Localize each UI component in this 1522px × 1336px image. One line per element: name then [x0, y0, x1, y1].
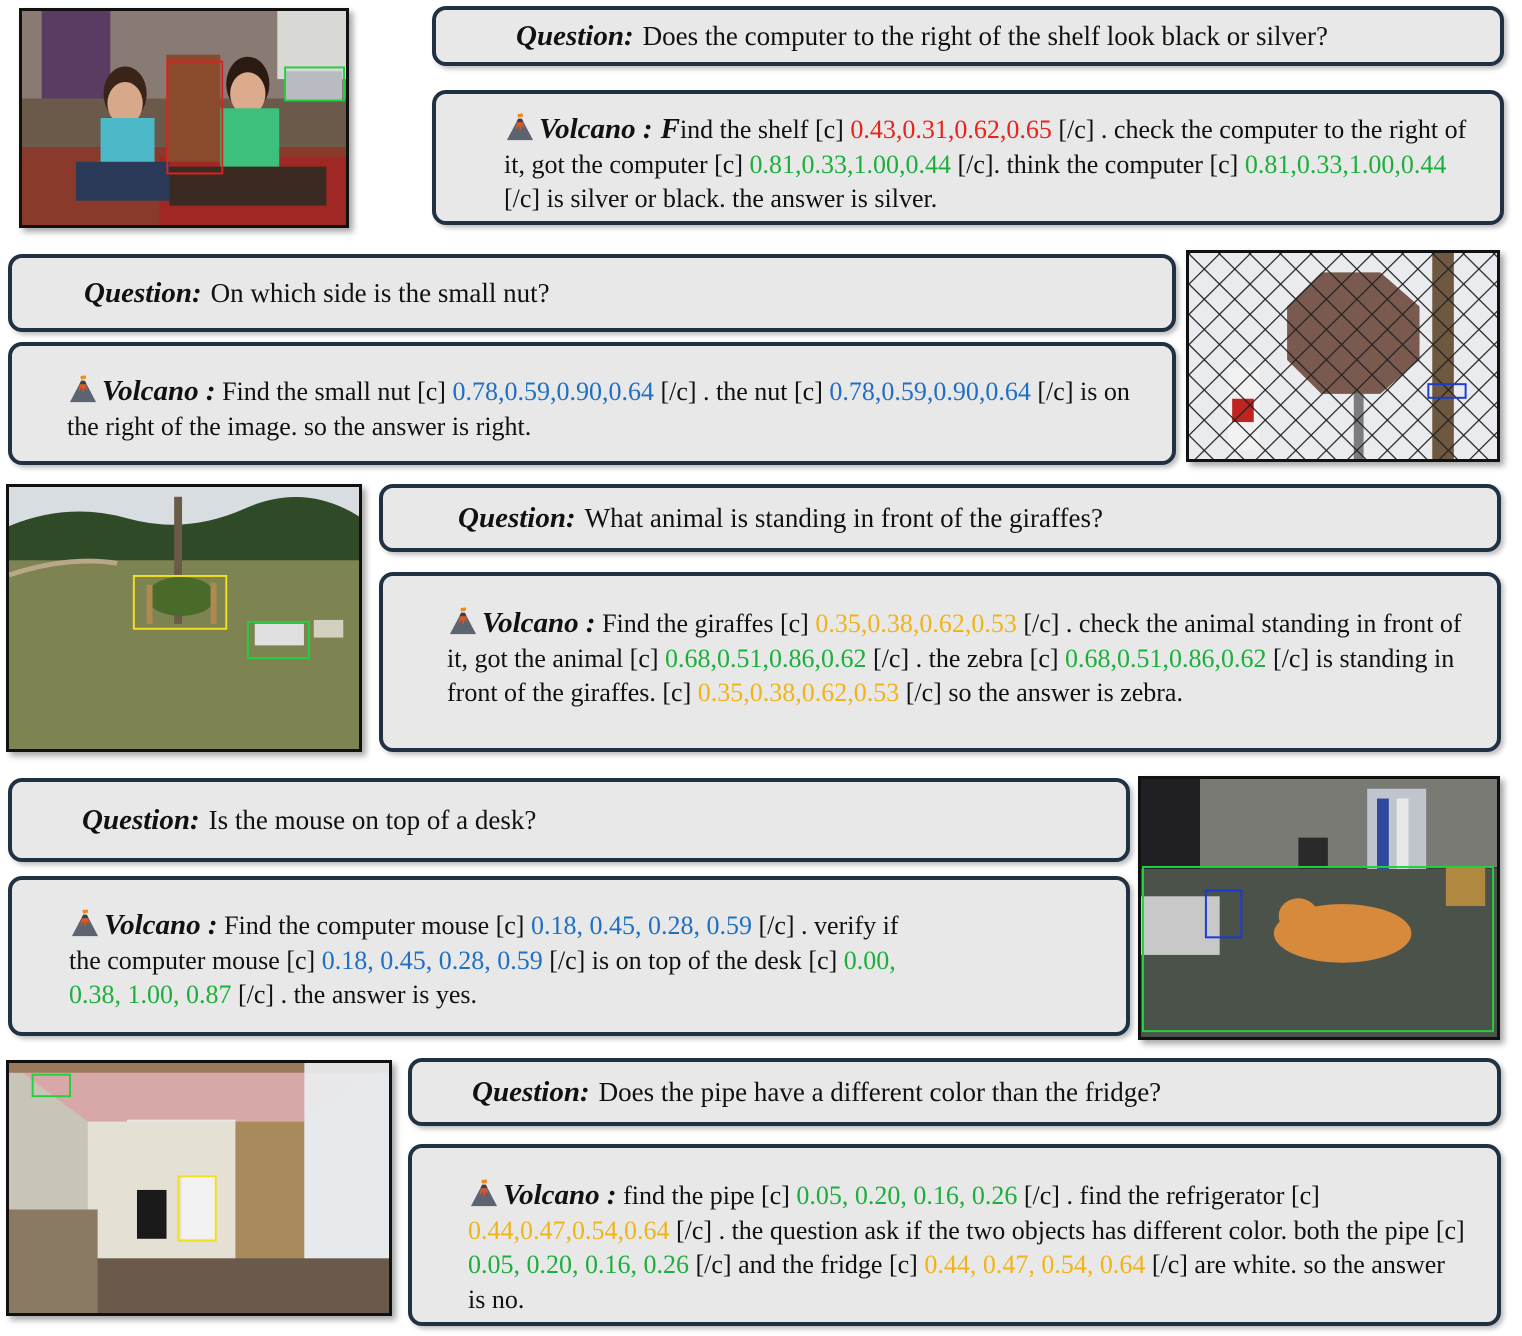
- question-text: On which side is the small nut?: [210, 277, 550, 308]
- bbox-coordinates: 0.44,0.47,0.54,0.64: [468, 1215, 670, 1245]
- example-4-question: Question: Is the mouse on top of a desk?: [8, 778, 1130, 862]
- question-label: Question:: [516, 19, 634, 52]
- answer-text: ind the shelf [c] 0.43,0.31,0.62,0.65 [/…: [504, 115, 1466, 213]
- bbox-coordinates: 0.18, 0.45, 0.28, 0.59: [321, 945, 543, 975]
- answer-segment: [/c] . the answer is yes.: [231, 980, 477, 1009]
- volcano-label: Volcano :: [539, 113, 653, 145]
- question-text: Does the computer to the right of the sh…: [642, 20, 1328, 51]
- bbox-coordinates: 0.35,0.38,0.62,0.53: [815, 609, 1017, 638]
- example-3-image: [6, 484, 362, 752]
- answer-segment: [/c] is on top of the desk [c]: [542, 945, 844, 975]
- question-text: Is the mouse on top of a desk?: [208, 804, 537, 835]
- example-1-answer: Volcano : Find the shelf [c] 0.43,0.31,0.…: [432, 90, 1504, 225]
- volcano-icon: [468, 1179, 500, 1207]
- bbox-coordinates: 0.68,0.51,0.86,0.62: [665, 643, 867, 673]
- bbox-coordinates: 0.05, 0.20, 0.16, 0.26: [796, 1181, 1018, 1210]
- bbox-coordinates: 0.68,0.51,0.86,0.62: [1065, 643, 1267, 673]
- question-text: Does the pipe have a different color tha…: [598, 1076, 1162, 1107]
- answer-segment: [/c] and the fridge [c]: [689, 1250, 925, 1279]
- bbox-coordinates: 0.18, 0.45, 0.28, 0.59: [530, 911, 752, 940]
- example-1-image: [19, 8, 349, 228]
- answer-segment: [/c] . check the animal standing in fron…: [447, 609, 1462, 673]
- volcano-icon: [504, 113, 536, 141]
- answer-segment: find the pipe [c]: [616, 1181, 797, 1210]
- example-4-answer: Volcano : Find the computer mouse [c] 0.…: [8, 876, 1130, 1036]
- question-label: Question:: [82, 803, 200, 836]
- example-2-answer: Volcano : Find the small nut [c] 0.78,0.…: [8, 342, 1176, 465]
- bbox-coordinates: 0.78,0.59,0.90,0.64: [452, 377, 654, 406]
- question-label: Question:: [458, 501, 576, 534]
- answer-first-letter: F: [660, 113, 680, 145]
- volcano-label: Volcano :: [482, 607, 596, 639]
- answer-segment: ind the shelf [c]: [679, 115, 851, 144]
- example-5-question: Question: Does the pipe have a different…: [408, 1058, 1501, 1126]
- example-3-answer: Volcano : Find the giraffes [c] 0.35,0.3…: [379, 572, 1501, 752]
- question-label: Question:: [472, 1075, 590, 1108]
- example-2-question: Question: On which side is the small nut…: [8, 254, 1176, 332]
- answer-segment: [/c]. think the computer [c]: [950, 149, 1245, 179]
- answer-segment: [/c] is silver or black. the answer is s…: [504, 184, 938, 213]
- answer-text: Find the giraffes [c] 0.35,0.38,0.62,0.5…: [447, 609, 1462, 707]
- bbox-coordinates: 0.44, 0.47, 0.54, 0.64: [924, 1250, 1146, 1279]
- bbox-coordinates: 0.78,0.59,0.90,0.64: [829, 377, 1031, 406]
- answer-segment: [/c] is standing in front of the giraffe…: [447, 643, 1455, 708]
- answer-segment: [/c] so the answer is zebra.: [899, 678, 1183, 707]
- answer-segment: [/c] . check the computer to the right o…: [504, 115, 1467, 179]
- bbox-coordinates: 0.81,0.33,1.00,0.44: [749, 149, 951, 179]
- example-5-answer: Volcano : find the pipe [c] 0.05, 0.20, …: [408, 1144, 1501, 1326]
- bbox-coordinates: 0.35,0.38,0.62,0.53: [697, 678, 900, 707]
- answer-text: Find the computer mouse [c] 0.18, 0.45, …: [69, 911, 899, 1009]
- answer-segment: Find the giraffes [c]: [595, 609, 816, 638]
- volcano-label: Volcano :: [104, 909, 218, 941]
- answer-segment: [/c] is on the right of the image. so th…: [67, 377, 1130, 441]
- volcano-icon: [447, 607, 479, 635]
- volcano-icon: [67, 375, 99, 403]
- answer-segment: Find the small nut [c]: [215, 377, 453, 406]
- answer-text: find the pipe [c] 0.05, 0.20, 0.16, 0.26…: [468, 1181, 1465, 1314]
- answer-segment: [/c] . the question ask if the two objec…: [669, 1215, 1465, 1245]
- bbox-coordinates: 0.43,0.31,0.62,0.65: [850, 115, 1052, 144]
- answer-segment: [/c] are white. so the answer is no.: [468, 1250, 1445, 1314]
- bbox-coordinates: 0.81,0.33,1.00,0.44: [1244, 149, 1447, 179]
- volcano-label: Volcano :: [503, 1179, 617, 1211]
- answer-segment: [/c] . the zebra [c]: [866, 643, 1066, 673]
- bbox-coordinates: 0.00, 0.38, 1.00, 0.87: [69, 945, 896, 1010]
- example-3-question: Question: What animal is standing in fro…: [379, 484, 1501, 552]
- answer-segment: [/c] . find the refrigerator [c]: [1017, 1181, 1320, 1210]
- answer-segment: [/c] . the nut [c]: [653, 377, 830, 406]
- example-5-image: [6, 1060, 392, 1316]
- question-label: Question:: [84, 276, 202, 309]
- volcano-icon: [69, 909, 101, 937]
- answer-text: Find the small nut [c] 0.78,0.59,0.90,0.…: [67, 377, 1130, 441]
- answer-segment: Find the computer mouse [c]: [217, 911, 531, 940]
- example-4-image: [1138, 776, 1500, 1040]
- bbox-coordinates: 0.05, 0.20, 0.16, 0.26: [468, 1250, 689, 1279]
- question-text: What animal is standing in front of the …: [584, 502, 1103, 533]
- answer-segment: [/c] . verify if the computer mouse [c]: [69, 911, 899, 975]
- example-2-image: [1186, 250, 1500, 462]
- example-1-question: Question: Does the computer to the right…: [432, 6, 1504, 66]
- volcano-label: Volcano :: [102, 375, 216, 407]
